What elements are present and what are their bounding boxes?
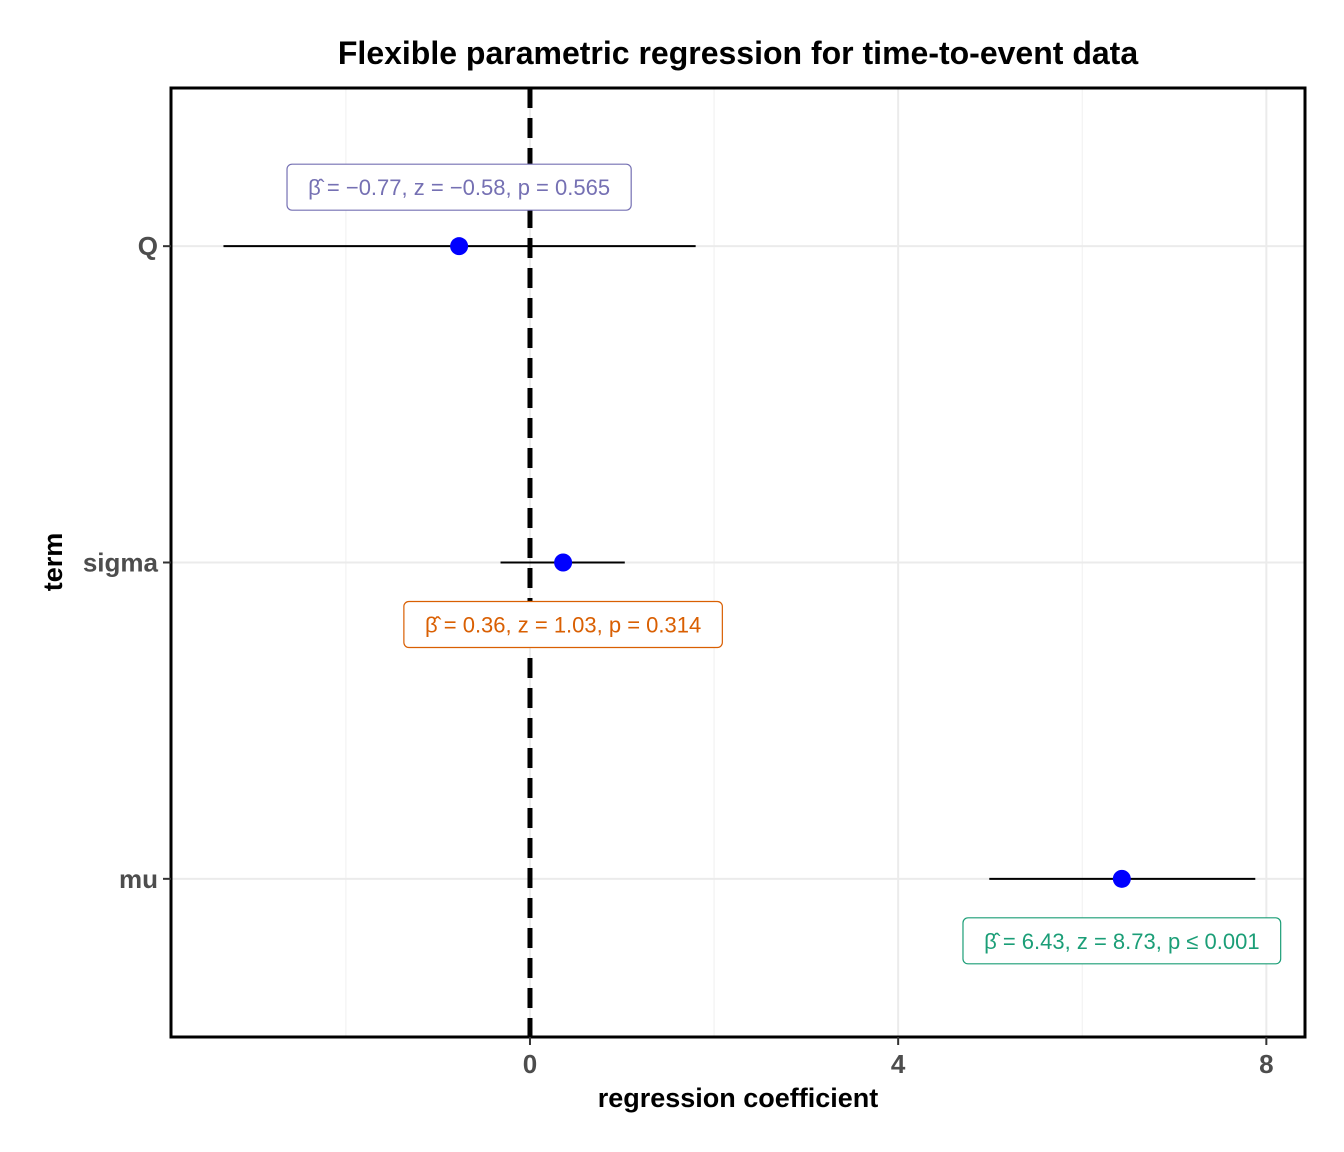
label-text-Q: β̂ = −0.77, z = −0.58, p = 0.565: [308, 175, 610, 200]
y-tick-label-mu: mu: [119, 864, 158, 894]
x-tick-label: 8: [1259, 1049, 1273, 1079]
x-tick-label: 4: [891, 1049, 906, 1079]
label-box-sigma: [403, 600, 723, 649]
point-mu: [1112, 869, 1131, 888]
y-tick-label-Q: Q: [138, 231, 158, 261]
label-text-mu: β̂ = 6.43, z = 8.73, p ≤ 0.001: [984, 929, 1259, 954]
x-tick-label: 0: [523, 1049, 537, 1079]
label-box-Q: [286, 163, 632, 211]
point-Q: [450, 237, 469, 256]
label-layer: β̂ = −0.77, z = −0.58, p = 0.565 β̂ = 0.3…: [286, 163, 1282, 965]
label-box-mu: [962, 917, 1282, 965]
x-axis-title: regression coefficient: [598, 1083, 879, 1113]
label-text-sigma: β̂ = 0.36, z = 1.03, p = 0.314: [425, 613, 701, 638]
y-tick-label-sigma: sigma: [83, 548, 159, 578]
y-axis-title: term: [38, 533, 68, 592]
point-sigma: [554, 553, 573, 572]
data-layer: [223, 237, 1256, 888]
grid-lines: [171, 88, 1305, 1037]
chart-title: Flexible parametric regression for time-…: [338, 35, 1138, 71]
